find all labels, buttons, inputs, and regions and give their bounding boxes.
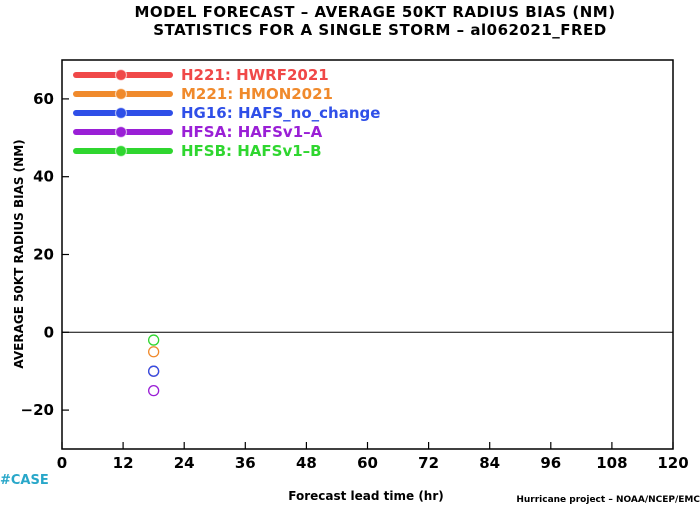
data-point-m221 <box>147 346 160 358</box>
y-axis-label: AVERAGE 50KT RADIUS BIAS (NM) <box>12 139 26 368</box>
x-tick-label: 12 <box>113 454 134 472</box>
legend-marker-hfsa <box>114 125 128 139</box>
data-point-hfsa <box>147 384 160 397</box>
x-tick-label: 96 <box>540 454 561 472</box>
y-tick-label: 20 <box>33 246 54 264</box>
x-tick-label: 24 <box>174 454 195 472</box>
legend-marker-m221 <box>114 87 128 101</box>
y-tick-label: 60 <box>33 90 54 108</box>
legend-marker-hfsb <box>114 144 128 158</box>
plot-area: 0 12 24 36 48 60 72 84 96 108 120 −20 0 20 40 60 <box>21 59 689 472</box>
data-point-hg16 <box>147 365 160 377</box>
x-axis-ticks: 0 12 24 36 48 60 72 84 96 108 120 <box>57 442 689 472</box>
x-tick-label: 36 <box>235 454 256 472</box>
chart-title: MODEL FORECAST – AVERAGE 50KT RADIUS BIA… <box>134 3 615 21</box>
case-tag: #CASE <box>0 473 49 488</box>
legend-label-hfsa: HFSA: HAFSv1–A <box>181 123 323 141</box>
legend-label-hg16: HG16: HAFS_no_change <box>181 104 380 122</box>
data-point-hfsb <box>147 334 160 346</box>
y-tick-label: 0 <box>44 323 54 341</box>
legend-label-h221: H221: HWRF2021 <box>181 66 329 84</box>
legend-marker-h221 <box>114 68 128 82</box>
y-tick-label: −20 <box>21 401 54 419</box>
credit-text: Hurricane project – NOAA/NCEP/EMC <box>516 495 700 505</box>
x-axis-label: Forecast lead time (hr) <box>288 489 444 503</box>
x-tick-label: 72 <box>418 454 439 472</box>
x-tick-label: 60 <box>357 454 378 472</box>
y-tick-label: 40 <box>33 168 54 186</box>
x-tick-label: 108 <box>596 454 627 472</box>
data-points <box>147 334 160 397</box>
y-axis-ticks: −20 0 20 40 60 <box>21 90 69 419</box>
legend-label-m221: M221: HMON2021 <box>181 85 333 103</box>
x-tick-label: 0 <box>57 454 67 472</box>
x-tick-label: 120 <box>657 454 688 472</box>
legend-label-hfsb: HFSB: HAFSv1–B <box>181 142 322 160</box>
chart-subtitle: STATISTICS FOR A SINGLE STORM – al062021… <box>153 21 607 39</box>
x-tick-label: 84 <box>479 454 500 472</box>
x-tick-label: 48 <box>296 454 317 472</box>
legend-marker-hg16 <box>114 106 128 120</box>
